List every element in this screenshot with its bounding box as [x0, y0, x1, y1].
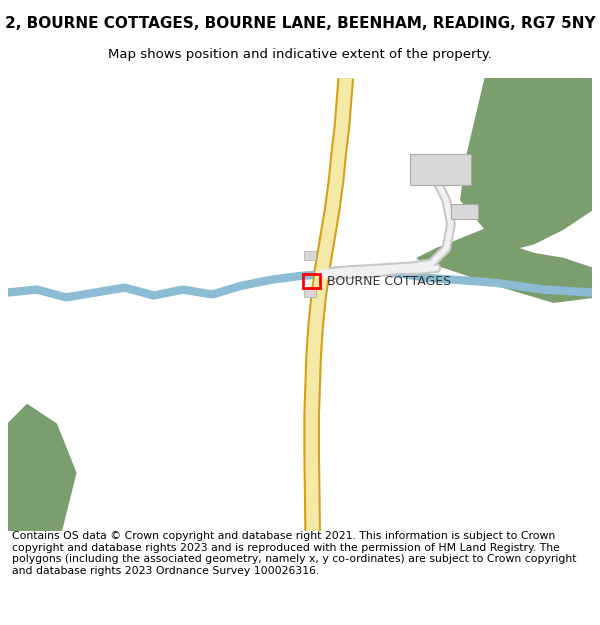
Text: Contains OS data © Crown copyright and database right 2021. This information is : Contains OS data © Crown copyright and d…: [12, 531, 577, 576]
Bar: [304, 288, 316, 298]
Polygon shape: [461, 78, 592, 249]
Bar: [451, 204, 478, 219]
Polygon shape: [8, 404, 76, 531]
Text: Map shows position and indicative extent of the property.: Map shows position and indicative extent…: [108, 48, 492, 61]
Bar: [410, 154, 470, 186]
Text: BOURNE COTTAGES: BOURNE COTTAGES: [327, 275, 451, 288]
Bar: [303, 274, 320, 288]
Text: 2, BOURNE COTTAGES, BOURNE LANE, BEENHAM, READING, RG7 5NY: 2, BOURNE COTTAGES, BOURNE LANE, BEENHAM…: [5, 16, 595, 31]
Polygon shape: [417, 229, 592, 302]
Bar: [304, 251, 316, 261]
